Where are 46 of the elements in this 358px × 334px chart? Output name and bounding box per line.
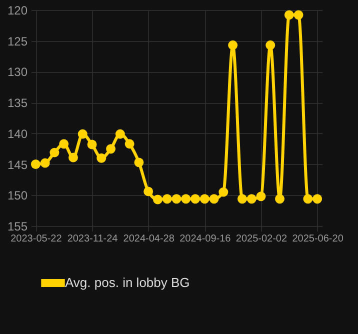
point [246, 194, 256, 204]
point [256, 192, 266, 202]
point [134, 158, 144, 168]
x-tick-label: 2023-05-22 [10, 234, 62, 244]
y-tick-label: 145 [7, 158, 28, 172]
point [181, 194, 191, 204]
point [200, 194, 210, 204]
point [228, 40, 238, 50]
point [162, 194, 172, 204]
point [50, 148, 60, 158]
point [30, 160, 40, 170]
point [59, 139, 69, 149]
point [78, 129, 88, 139]
y-tick-label: 125 [7, 34, 28, 48]
y-tick-label: 120 [7, 4, 28, 18]
point [40, 158, 50, 168]
y-tick-label: 155 [7, 220, 28, 234]
point [152, 194, 162, 204]
point [124, 139, 134, 149]
point [275, 194, 284, 204]
x-tick-label: 2025-06-20 [292, 234, 344, 244]
y-tick-label: 140 [7, 126, 28, 141]
point [218, 187, 228, 197]
y-tick-label: 130 [7, 65, 28, 80]
point [190, 194, 200, 204]
legend-label: Avg. pos. in lobby BG [65, 275, 190, 290]
y-tick-label: 150 [7, 188, 28, 203]
point [294, 10, 304, 20]
point [68, 152, 78, 162]
x-tick-label: 2025-02-02 [236, 234, 288, 244]
point [303, 194, 313, 204]
x-tick-label: 2024-04-28 [123, 234, 175, 244]
point [144, 186, 154, 196]
point [284, 10, 294, 20]
point [106, 144, 116, 154]
point [237, 194, 247, 204]
point [172, 194, 182, 204]
x-tick-label: 2023-11-24 [67, 234, 118, 244]
point [87, 140, 97, 150]
point [266, 40, 276, 50]
point [312, 194, 322, 204]
point [96, 153, 106, 163]
point [209, 194, 219, 204]
point [115, 129, 125, 139]
y-tick-label: 135 [7, 96, 28, 110]
x-tick-label: 2024-09-16 [180, 234, 232, 244]
